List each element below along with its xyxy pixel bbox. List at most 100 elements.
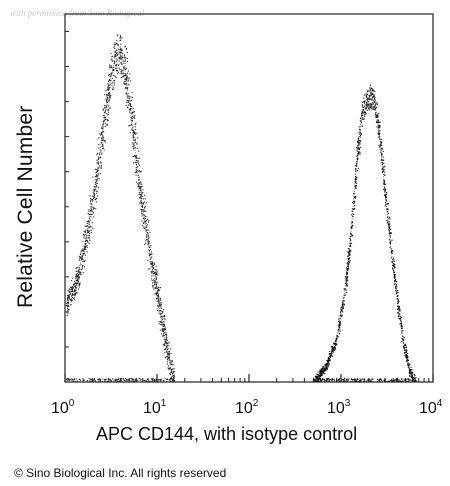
series-dot (69, 299, 71, 301)
series-dot (123, 66, 125, 68)
series-baseline-dot (404, 378, 406, 380)
series-dot (345, 283, 347, 285)
series-baseline-dot (171, 378, 173, 380)
series-dot (156, 271, 158, 273)
series-dot (322, 371, 324, 373)
series-dot (146, 238, 148, 240)
histogram-series (312, 84, 417, 383)
series-dot (88, 221, 90, 223)
series-baseline-dot (336, 380, 338, 382)
series-dot (101, 146, 103, 148)
series-dot (358, 147, 360, 149)
series-dot (75, 292, 77, 294)
series-dot (365, 113, 367, 115)
series-baseline-dot (338, 380, 340, 382)
series-dot (124, 57, 126, 59)
series-dot (331, 352, 333, 354)
series-dot (145, 229, 147, 231)
series-dot (315, 378, 317, 380)
series-dot (77, 277, 79, 279)
series-dot (357, 144, 359, 146)
series-baseline-dot (407, 379, 409, 381)
series-dot (106, 96, 108, 98)
series-dot (171, 360, 173, 362)
series-dot (142, 189, 144, 191)
series-dot (415, 380, 417, 382)
series-dot (342, 311, 344, 313)
series-dot (319, 370, 321, 372)
series-dot (96, 176, 98, 178)
series-dot (141, 213, 143, 215)
series-dot (74, 299, 76, 301)
series-baseline-dot (367, 379, 369, 381)
series-baseline-dot (104, 380, 106, 382)
series-dot (170, 372, 172, 374)
series-dot (371, 108, 373, 110)
series-dot (98, 167, 100, 169)
series-dot (342, 305, 344, 307)
series-dot (147, 224, 149, 226)
series-dot (124, 62, 126, 64)
series-dot (413, 378, 415, 380)
series-baseline-dot (130, 380, 132, 382)
series-dot (376, 114, 378, 116)
series-dot (84, 260, 86, 262)
series-dot (153, 267, 155, 269)
series-dot (364, 114, 366, 116)
series-dot (145, 221, 147, 223)
series-baseline-dot (160, 378, 162, 380)
series-dot (99, 133, 101, 135)
series-dot (339, 324, 341, 326)
series-baseline-dot (71, 379, 73, 381)
series-dot (82, 259, 84, 261)
series-dot (147, 233, 149, 235)
series-dot (77, 277, 79, 279)
series-dot (116, 35, 118, 37)
series-dot (380, 151, 382, 153)
series-outline (312, 94, 417, 383)
series-baseline-dot (324, 380, 326, 382)
series-baseline-dot (118, 380, 120, 382)
series-dot (357, 146, 359, 148)
series-dot (139, 170, 141, 172)
series-dot (121, 59, 123, 61)
series-dot (162, 311, 164, 313)
series-dot (383, 180, 385, 182)
series-dot (323, 368, 325, 370)
series-dot (355, 181, 357, 183)
series-dot (106, 95, 108, 97)
series-dot (393, 276, 395, 278)
series-dot (134, 132, 136, 134)
series-dot (127, 106, 129, 108)
series-baseline-dot (76, 378, 78, 380)
series-dot (362, 104, 364, 106)
series-dot (131, 129, 133, 131)
series-dot (407, 355, 409, 357)
series-dot (386, 220, 388, 222)
series-dot (379, 130, 381, 132)
series-dot (385, 193, 387, 195)
series-dot (408, 367, 410, 369)
series-dot (103, 117, 105, 119)
series-dot (171, 371, 173, 373)
series-dot (127, 93, 129, 95)
series-dot (396, 291, 398, 293)
series-dot (370, 87, 372, 89)
series-dot (356, 164, 358, 166)
series-dot (143, 222, 145, 224)
series-dot (362, 101, 364, 103)
series-dot (369, 98, 371, 100)
series-dot (66, 298, 68, 300)
series-dot (102, 147, 104, 149)
series-dot (151, 266, 153, 268)
series-baseline-dot (127, 380, 129, 381)
series-dot (78, 259, 80, 261)
series-dot (337, 335, 339, 337)
series-dot (78, 284, 80, 286)
series-dot (70, 288, 72, 290)
series-dot (113, 51, 115, 53)
series-dot (151, 272, 153, 274)
series-dot (363, 101, 365, 103)
series-dot (329, 353, 331, 355)
